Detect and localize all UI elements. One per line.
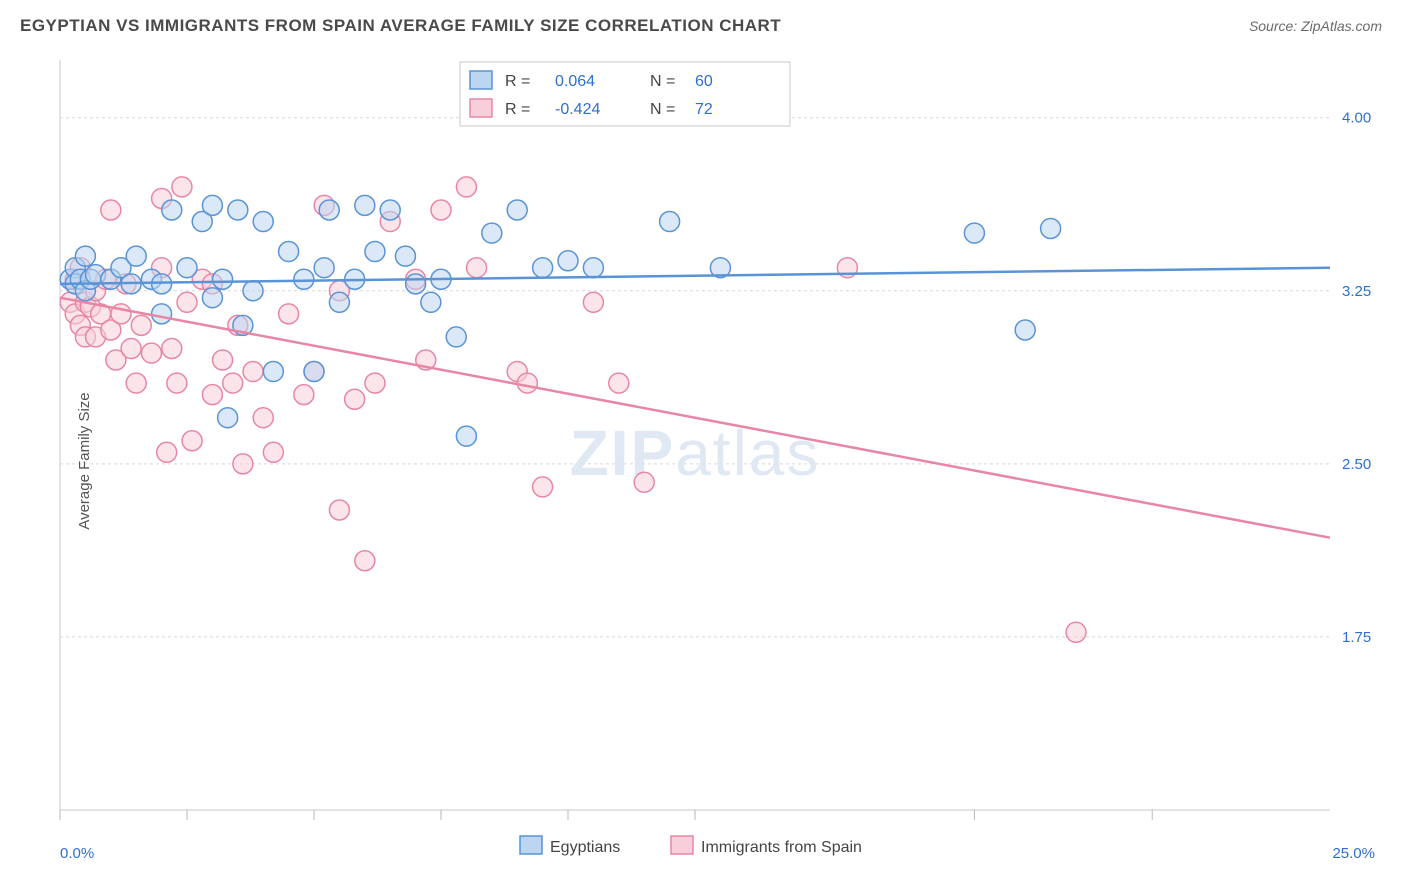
legend-text: -0.424	[555, 101, 600, 118]
header-bar: EGYPTIAN VS IMMIGRANTS FROM SPAIN AVERAG…	[0, 0, 1406, 44]
scatter-point	[243, 362, 263, 382]
scatter-point	[355, 195, 375, 215]
scatter-point	[172, 177, 192, 197]
scatter-point	[213, 269, 233, 289]
scatter-point	[446, 327, 466, 347]
scatter-point	[517, 373, 537, 393]
scatter-point	[202, 195, 222, 215]
scatter-point	[126, 246, 146, 266]
y-tick-label: 2.50	[1342, 456, 1371, 473]
scatter-point	[202, 385, 222, 405]
legend-swatch	[470, 99, 492, 117]
scatter-point	[294, 269, 314, 289]
scatter-point	[431, 200, 451, 220]
scatter-point	[177, 292, 197, 312]
legend-text: 60	[695, 73, 713, 90]
scatter-point	[1015, 320, 1035, 340]
scatter-point	[243, 281, 263, 301]
scatter-point	[634, 472, 654, 492]
scatter-point	[583, 292, 603, 312]
scatter-point	[456, 177, 476, 197]
legend-text: N =	[650, 73, 675, 90]
regression-line	[60, 298, 1330, 538]
scatter-point	[660, 212, 680, 232]
scatter-point	[294, 385, 314, 405]
scatter-point	[421, 292, 441, 312]
scatter-point	[121, 338, 141, 358]
legend-text: N =	[650, 101, 675, 118]
scatter-point	[213, 350, 233, 370]
scatter-point	[101, 200, 121, 220]
scatter-point	[162, 338, 182, 358]
scatter-point	[533, 258, 553, 278]
legend-label: Egyptians	[550, 839, 620, 856]
scatter-point	[456, 426, 476, 446]
scatter-point	[233, 454, 253, 474]
scatter-point	[482, 223, 502, 243]
y-tick-label: 4.00	[1342, 110, 1371, 127]
x-max-label: 25.0%	[1332, 845, 1375, 862]
watermark: ZIPatlas	[570, 417, 821, 489]
scatter-point	[263, 442, 283, 462]
scatter-point	[152, 304, 172, 324]
scatter-point	[395, 246, 415, 266]
legend-swatch	[520, 836, 542, 854]
scatter-point	[141, 343, 161, 363]
scatter-point	[253, 212, 273, 232]
legend-text: 0.064	[555, 73, 595, 90]
scatter-point	[253, 408, 273, 428]
scatter-point	[380, 200, 400, 220]
scatter-point	[182, 431, 202, 451]
scatter-point	[279, 304, 299, 324]
scatter-point	[131, 315, 151, 335]
chart-container: Average Family Size 1.75 2.50 3.25 4.00 ZIPa…	[20, 50, 1386, 872]
scatter-point	[162, 200, 182, 220]
scatter-point	[365, 242, 385, 262]
scatter-point	[202, 288, 222, 308]
y-tick-label: 3.25	[1342, 283, 1371, 300]
regression-line	[60, 268, 1330, 284]
scatter-point	[533, 477, 553, 497]
scatter-point	[314, 258, 334, 278]
scatter-point	[177, 258, 197, 278]
scatter-point	[263, 362, 283, 382]
legend-text: R =	[505, 101, 530, 118]
legend-label: Immigrants from Spain	[701, 839, 862, 856]
scatter-point	[1066, 622, 1086, 642]
scatter-point	[304, 362, 324, 382]
scatter-point	[345, 389, 365, 409]
legend-swatch	[470, 71, 492, 89]
scatter-point	[329, 500, 349, 520]
chart-title: EGYPTIAN VS IMMIGRANTS FROM SPAIN AVERAG…	[20, 16, 781, 36]
scatter-point	[609, 373, 629, 393]
y-tick-label: 1.75	[1342, 629, 1371, 646]
scatter-point	[507, 200, 527, 220]
scatter-point	[126, 373, 146, 393]
scatter-point	[329, 292, 349, 312]
scatter-point	[279, 242, 299, 262]
scatter-point	[218, 408, 238, 428]
scatter-point	[157, 442, 177, 462]
scatter-chart: 1.75 2.50 3.25 4.00 ZIPatlas 0.0% 25.0% R = 0.06…	[20, 50, 1386, 872]
legend-swatch	[671, 836, 693, 854]
scatter-point	[406, 274, 426, 294]
scatter-point	[583, 258, 603, 278]
scatter-point	[467, 258, 487, 278]
scatter-point	[228, 200, 248, 220]
scatter-point	[1041, 218, 1061, 238]
scatter-point	[365, 373, 385, 393]
y-axis-label: Average Family Size	[76, 392, 93, 529]
scatter-point	[558, 251, 578, 271]
scatter-point	[319, 200, 339, 220]
scatter-point	[355, 551, 375, 571]
scatter-point	[223, 373, 243, 393]
legend-text: 72	[695, 101, 713, 118]
legend-text: R =	[505, 73, 530, 90]
scatter-point	[75, 246, 95, 266]
x-min-label: 0.0%	[60, 845, 94, 862]
scatter-point	[167, 373, 187, 393]
scatter-point	[964, 223, 984, 243]
source-attribution: Source: ZipAtlas.com	[1249, 18, 1382, 34]
